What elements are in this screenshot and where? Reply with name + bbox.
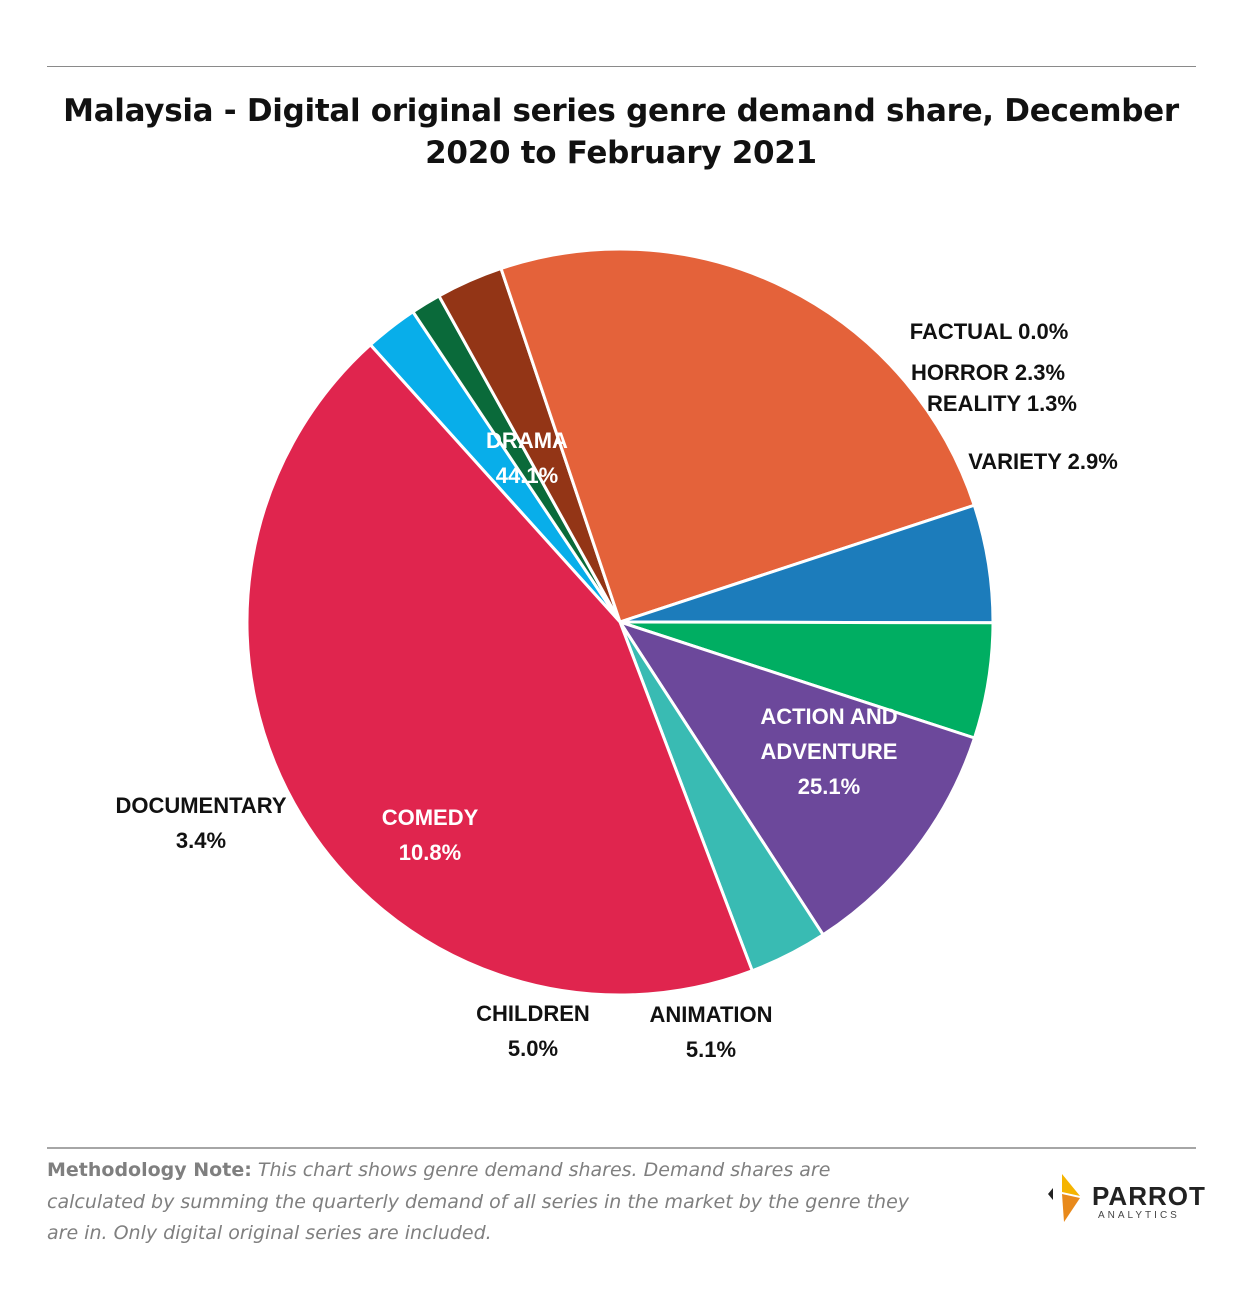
label-documentary-name: DOCUMENTARY <box>115 793 286 818</box>
label-action-and-adventure-value: 25.1% <box>798 774 860 799</box>
label-comedy-value: 10.8% <box>399 840 461 865</box>
parrot-analytics-logo: PARROT ANALYTICS <box>1040 1168 1205 1228</box>
label-reality: REALITY 1.3% <box>927 391 1077 416</box>
label-action-and-adventure-line-1: ACTION AND <box>760 704 897 729</box>
slice-comedy <box>618 620 976 937</box>
label-children-value: 5.0% <box>508 1036 558 1061</box>
label-factual: FACTUAL 0.0% <box>910 319 1069 344</box>
label-factual-name: FACTUAL <box>910 319 1018 344</box>
methodology-note: Methodology Note: This chart shows genre… <box>47 1155 927 1250</box>
label-reality-name: REALITY <box>927 391 1027 416</box>
logo-wordmark: PARROT <box>1092 1181 1206 1211</box>
label-variety-name: VARIETY <box>968 449 1067 474</box>
label-factual-value: 0.0% <box>1018 319 1068 344</box>
slice-drama <box>245 343 754 997</box>
label-variety-value: 2.9% <box>1068 449 1118 474</box>
label-horror: HORROR 2.3% <box>911 360 1065 385</box>
label-horror-name: HORROR <box>911 360 1015 385</box>
label-action-and-adventure-line-2: ADVENTURE <box>761 739 898 764</box>
methodology-note-lead: Methodology Note: <box>47 1159 252 1181</box>
label-comedy-name: COMEDY <box>382 805 479 830</box>
label-animation-name: ANIMATION <box>649 1002 772 1027</box>
label-drama-name: DRAMA <box>486 428 568 453</box>
bottom-divider <box>47 1147 1196 1149</box>
label-variety: VARIETY 2.9% <box>968 449 1118 474</box>
label-horror-value: 2.3% <box>1015 360 1065 385</box>
chart-title: Malaysia - Digital original series genre… <box>63 93 1179 171</box>
top-divider <box>47 66 1196 67</box>
logo-subtitle: ANALYTICS <box>1098 1210 1180 1221</box>
label-drama-value: 44.1% <box>496 463 558 488</box>
methodology-note-text: This chart shows genre demand shares. De… <box>47 1159 910 1244</box>
label-reality-value: 1.3% <box>1027 391 1077 416</box>
parrot-logo-mark <box>1048 1174 1080 1222</box>
slice-action-and-adventure <box>499 247 976 624</box>
label-children-name: CHILDREN <box>476 1001 590 1026</box>
pie-chart: FACTUAL 0.0%HORROR 2.3%REALITY 1.3%VARIE… <box>115 247 1118 1062</box>
label-documentary-value: 3.4% <box>176 828 226 853</box>
label-animation-value: 5.1% <box>686 1037 736 1062</box>
